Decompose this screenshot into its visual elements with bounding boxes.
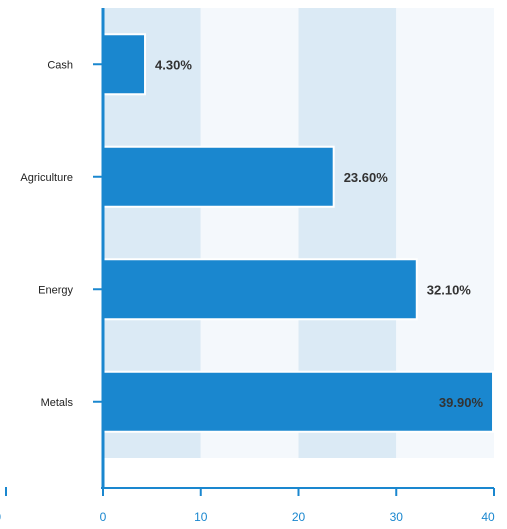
category-label: Cash (47, 59, 73, 71)
category-label: Energy (38, 284, 73, 296)
data-label: 23.60% (344, 170, 389, 185)
data-label: 39.90% (439, 395, 484, 410)
bar-cash (102, 33, 147, 96)
bar-energy (102, 258, 418, 321)
left-partial-axis: 0 (0, 487, 7, 524)
bars: 4.30% 23.60% 32.10% 39.90% (102, 33, 495, 433)
category-label: Metals (41, 397, 74, 409)
data-label: 32.10% (427, 282, 472, 297)
x-axis: 0 10 20 30 40 (100, 487, 495, 524)
data-label: 4.30% (155, 57, 192, 72)
x-tick-label: 10 (194, 510, 208, 524)
y-axis: Cash Agriculture Energy Metals (20, 8, 105, 488)
x-tick-label: 0 (100, 510, 107, 524)
bar-metals (102, 370, 495, 433)
x-tick-label: 30 (390, 510, 404, 524)
x-tick-label: 40 (481, 510, 495, 524)
left-partial-tick-label: 0 (0, 510, 1, 524)
bar-agriculture (102, 145, 335, 208)
x-tick-label: 20 (292, 510, 306, 524)
category-label: Agriculture (20, 172, 73, 184)
